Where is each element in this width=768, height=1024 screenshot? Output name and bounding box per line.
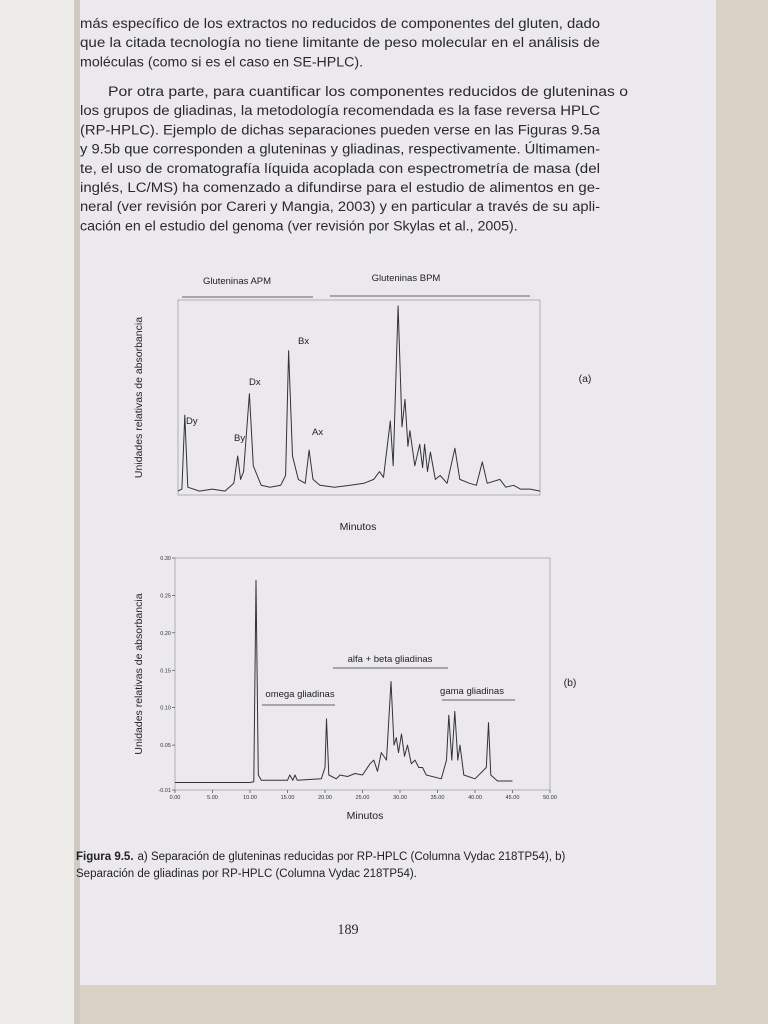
group-label: Gluteninas BPM xyxy=(372,273,441,284)
body-text-line: inglés, LC/MS) ha comenzado a difundirse… xyxy=(80,180,600,196)
plot-frame xyxy=(177,299,541,496)
body-text-line: más específico de los extractos no reduc… xyxy=(80,16,600,32)
peak-label: Bx xyxy=(298,336,309,347)
book-page xyxy=(74,0,716,985)
x-tick-label: 15.00 xyxy=(281,795,295,801)
y-tick-label: -0.01 xyxy=(158,788,171,794)
page-gutter xyxy=(74,0,80,1024)
x-tick-label: 50.00 xyxy=(543,795,557,801)
peak-label: Ax xyxy=(312,427,323,438)
x-tick-label: 10.00 xyxy=(243,795,257,801)
figure-caption: Figura 9.5. a) Separación de gluteninas r… xyxy=(76,851,566,863)
body-text-line: los grupos de gliadinas, la metodología … xyxy=(80,103,600,119)
y-tick-label: 0.05 xyxy=(160,743,171,749)
group-label: alfa + beta gliadinas xyxy=(348,654,433,665)
chromatogram-line xyxy=(175,580,513,783)
peak-label: By xyxy=(234,433,245,444)
x-tick-label: 30.00 xyxy=(393,795,407,801)
x-tick-label: 0.00 xyxy=(170,795,181,801)
body-text-line: Por otra parte, para cuantificar los com… xyxy=(108,84,628,100)
y-tick-label: 0.10 xyxy=(160,706,171,712)
content: más específico de los extractos no reduc… xyxy=(76,16,628,938)
group-label: Gluteninas APM xyxy=(203,276,271,287)
body-text-line: te, el uso de cromatografía líquida acop… xyxy=(80,161,600,177)
x-axis-title: Minutos xyxy=(347,810,384,822)
body-text-line: moléculas (como si es el caso en SE-HPLC… xyxy=(80,54,363,70)
chromatogram-line xyxy=(177,305,541,492)
group-label: gama gliadinas xyxy=(440,686,504,697)
page-number: 189 xyxy=(337,922,358,938)
caption-text: a) Separación de gluteninas reducidas po… xyxy=(138,851,566,863)
x-tick-label: 25.00 xyxy=(356,795,370,801)
panel-label: (b) xyxy=(564,677,577,689)
peak-label: Dx xyxy=(249,377,261,388)
caption-label: Figura 9.5. xyxy=(76,851,134,863)
x-tick-label: 45.00 xyxy=(506,795,520,801)
body-text-line: y 9.5b que corresponden a gluteninas y g… xyxy=(80,141,600,158)
body-text-line: neral (ver revisión por Careri y Mangia,… xyxy=(80,199,600,215)
y-axis-title: Unidades relativas de absorbancia xyxy=(133,593,145,754)
group-label: omega gliadinas xyxy=(265,689,334,700)
peak-label: Dy xyxy=(186,416,198,427)
x-tick-label: 40.00 xyxy=(468,795,482,801)
body-text-line: que la citada tecnología no tiene limita… xyxy=(80,35,600,51)
body-text-line: (RP-HPLC). Ejemplo de dichas separacione… xyxy=(80,122,600,138)
x-tick-label: 5.00 xyxy=(207,795,218,801)
x-tick-label: 20.00 xyxy=(318,795,332,801)
y-tick-label: 0.20 xyxy=(160,631,171,637)
x-tick-label: 35.00 xyxy=(431,795,445,801)
figure-caption-line: Separación de gliadinas por RP-HPLC (Col… xyxy=(76,868,417,880)
y-tick-label: 0.30 xyxy=(160,556,171,562)
body-text-line: cación en el estudio del genoma (ver rev… xyxy=(80,218,518,234)
facing-page xyxy=(0,0,80,1024)
panel-label: (a) xyxy=(579,373,592,385)
y-tick-label: 0.25 xyxy=(160,593,171,599)
y-axis-title: Unidades relativas de absorbancia xyxy=(133,317,145,478)
x-axis-title: Minutos xyxy=(340,521,377,533)
y-tick-label: 0.15 xyxy=(160,668,171,674)
